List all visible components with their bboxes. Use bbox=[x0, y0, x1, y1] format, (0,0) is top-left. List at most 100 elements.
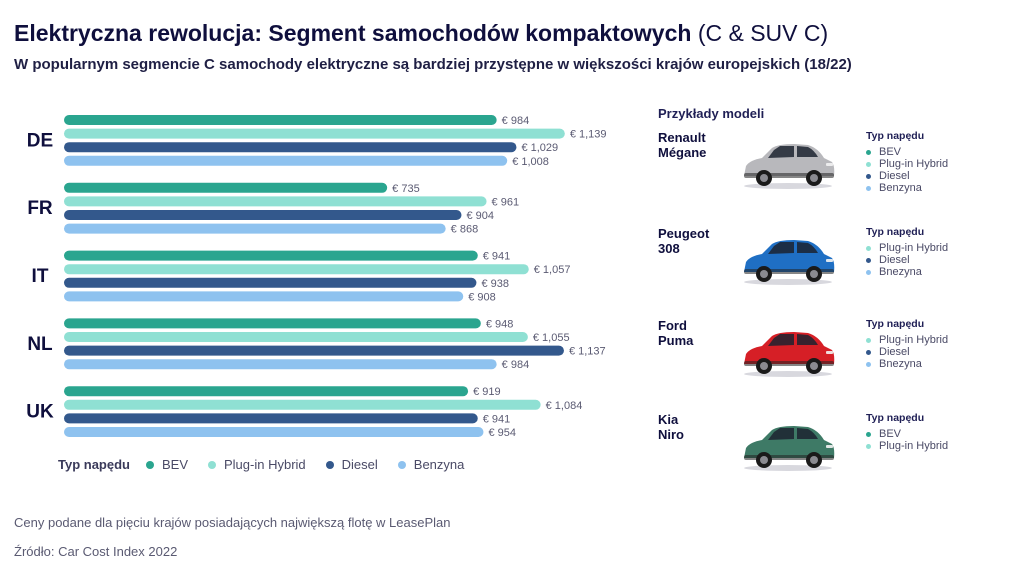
data-label: € 908 bbox=[468, 291, 496, 303]
drive-type-item: Bnezyna bbox=[866, 358, 948, 370]
drive-type-label: Diesel bbox=[879, 254, 910, 266]
drive-type-label: Plug-in Hybrid bbox=[879, 242, 949, 254]
country-label: NL bbox=[27, 334, 53, 355]
bar bbox=[64, 155, 508, 166]
bar bbox=[64, 264, 529, 275]
country-label: UK bbox=[26, 402, 54, 423]
car-icon bbox=[738, 324, 838, 380]
drive-type-label: Plug-in Hybrid bbox=[879, 158, 949, 170]
drive-type-item: Plug-in Hybrid bbox=[866, 158, 948, 170]
data-label: € 984 bbox=[502, 115, 530, 127]
drive-type-label: BEV bbox=[879, 428, 902, 440]
drive-type-item: Diesel bbox=[866, 346, 948, 358]
model-card: Peugeot 308 Typ napędu Plug-in Hybrid Diesel… bbox=[658, 226, 1018, 306]
drive-type-label: Bnezyna bbox=[879, 358, 922, 370]
data-label: € 919 bbox=[473, 386, 501, 398]
bar bbox=[64, 291, 464, 302]
bar bbox=[64, 210, 462, 220]
legend: Typ napędu BEV Plug-in Hybrid Diesel Ben… bbox=[58, 457, 484, 472]
data-label: € 941 bbox=[483, 413, 511, 425]
drive-type-item: Plug-in Hybrid bbox=[866, 242, 948, 254]
data-label: € 1,139 bbox=[570, 129, 607, 141]
drive-types: Typ napędu Plug-in Hybrid Diesel Bnezyna bbox=[866, 318, 948, 370]
drive-types-title: Typ napędu bbox=[866, 130, 925, 142]
drive-type-dot-icon bbox=[866, 149, 871, 155]
drive-type-dot-icon bbox=[866, 245, 871, 251]
bar bbox=[64, 359, 497, 370]
bar bbox=[64, 277, 477, 288]
model-card: Renault Mégane Typ napędu BEV Plug-in Hybrid… bbox=[658, 130, 1018, 210]
drive-type-label: Diesel bbox=[879, 170, 910, 182]
drive-type-label: Benzyna bbox=[879, 182, 922, 194]
bar bbox=[64, 250, 478, 261]
legend-label: Benzyna bbox=[413, 457, 465, 472]
drive-type-label: Diesel bbox=[879, 346, 910, 358]
chart-subtitle: W popularnym segmencie C samochody elekt… bbox=[14, 56, 852, 73]
drive-type-dot-icon bbox=[866, 443, 871, 449]
bar-chart: DE € 984 € 1,139 € 1,029 € 1,008 FR € 735 € 961… bbox=[26, 115, 607, 439]
car-icon bbox=[738, 418, 838, 474]
bar bbox=[64, 128, 565, 139]
legend-dot-icon bbox=[325, 460, 334, 469]
data-label: € 1,055 bbox=[533, 332, 570, 344]
bar bbox=[64, 332, 528, 342]
legend-label: BEV bbox=[161, 457, 188, 472]
drive-types-title: Typ napędu bbox=[866, 318, 925, 330]
drive-type-item: Diesel bbox=[866, 254, 948, 266]
drive-type-label: Plug-in Hybrid bbox=[879, 440, 949, 452]
model-card: Ford Puma Typ napędu Plug-in Hybrid Diesel Bn… bbox=[658, 318, 1018, 398]
models-title: Przykłady modeli bbox=[658, 106, 765, 121]
drive-type-dot-icon bbox=[866, 431, 871, 437]
title-main: Elektryczna rewolucja: Segment samochodó… bbox=[14, 20, 692, 46]
bar bbox=[64, 386, 469, 397]
legend-item-diesel: Diesel bbox=[325, 457, 378, 472]
source-note: Źródło: Car Cost Index 2022 bbox=[14, 544, 178, 559]
data-label: € 961 bbox=[492, 196, 520, 208]
model-name: Kia Niro bbox=[658, 412, 684, 442]
legend-label: Plug-in Hybrid bbox=[224, 457, 306, 472]
drive-types: Typ napędu Plug-in Hybrid Diesel Bnezyna bbox=[866, 226, 948, 278]
bar bbox=[64, 196, 487, 207]
drive-type-dot-icon bbox=[866, 349, 871, 355]
data-label: € 938 bbox=[481, 278, 509, 290]
bar bbox=[64, 345, 564, 356]
legend-item-benzyna: Benzyna bbox=[397, 457, 465, 472]
model-name: Renault Mégane bbox=[658, 130, 707, 160]
car-icon bbox=[738, 232, 838, 288]
drive-type-label: Plug-in Hybrid bbox=[879, 334, 949, 346]
data-label: € 1,137 bbox=[569, 346, 606, 358]
data-label: € 954 bbox=[488, 427, 516, 439]
model-card: Kia Niro Typ napędu BEV Plug-in Hybrid bbox=[658, 412, 1018, 492]
data-label: € 984 bbox=[502, 359, 530, 371]
drive-type-dot-icon bbox=[866, 173, 871, 179]
bar bbox=[64, 142, 517, 153]
drive-type-dot-icon bbox=[866, 361, 871, 367]
drive-type-dot-icon bbox=[866, 269, 871, 275]
car-icon bbox=[738, 136, 838, 192]
chart-title: Elektryczna rewolucja: Segment samochodó… bbox=[14, 20, 828, 47]
drive-type-item: Bnezyna bbox=[866, 266, 948, 278]
legend-dot-icon bbox=[145, 460, 154, 469]
drive-type-item: Diesel bbox=[866, 170, 948, 182]
drive-type-item: BEV bbox=[866, 428, 948, 440]
bar bbox=[64, 223, 446, 234]
drive-type-item: Benzyna bbox=[866, 182, 948, 194]
data-label: € 1,084 bbox=[546, 400, 583, 412]
country-label: FR bbox=[27, 198, 53, 219]
footnote: Ceny podane dla pięciu krajów posiadając… bbox=[14, 515, 451, 530]
country-label: IT bbox=[32, 266, 49, 287]
model-name: Ford Puma bbox=[658, 318, 694, 348]
bar bbox=[64, 413, 478, 424]
drive-type-dot-icon bbox=[866, 185, 871, 191]
legend-item-phev: Plug-in Hybrid bbox=[208, 457, 306, 472]
legend-dot-icon bbox=[208, 460, 216, 469]
legend-title: Typ napędu bbox=[58, 457, 130, 472]
drive-types-title: Typ napędu bbox=[866, 412, 925, 424]
drive-type-item: Plug-in Hybrid bbox=[866, 440, 948, 452]
drive-type-dot-icon bbox=[866, 161, 871, 167]
bar bbox=[64, 427, 484, 437]
drive-type-label: Bnezyna bbox=[879, 266, 922, 278]
legend-dot-icon bbox=[397, 460, 406, 469]
country-label: DE bbox=[27, 130, 53, 151]
data-label: € 1,029 bbox=[521, 142, 558, 154]
